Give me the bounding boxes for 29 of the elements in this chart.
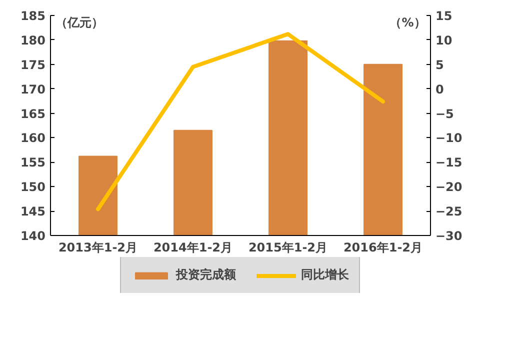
y2-axis-title: （%）	[390, 16, 426, 30]
x-tick-label: 2016年1-2月	[343, 240, 423, 254]
line-series	[96, 32, 385, 212]
y2-tick-label: −20	[436, 180, 462, 194]
y2-tick-label: 5	[436, 58, 444, 72]
x-tick-label: 2015年1-2月	[248, 240, 328, 254]
y-tick-label: 160	[20, 131, 46, 146]
y2-tick-label: 10	[436, 33, 452, 48]
x-tick-label: 2013年1-2月	[58, 240, 138, 254]
y-tick-label: 185	[20, 9, 46, 23]
y-tick-label: 170	[20, 82, 46, 96]
y-tick-label: 140	[20, 229, 46, 243]
y2-tick-label: 0	[436, 82, 444, 96]
y-tick-label: 175	[20, 58, 46, 72]
y-tick-label: 155	[20, 156, 46, 170]
legend-label: 投资完成额	[176, 266, 236, 284]
y2-tick-label: −25	[436, 204, 462, 219]
y2-tick-label: −5	[436, 106, 454, 121]
y-axis-title: （亿元）	[55, 16, 104, 30]
x-tick-label: 2014年1-2月	[153, 240, 233, 254]
y-tick-label: 145	[20, 204, 46, 219]
legend-label: 同比增长	[301, 266, 349, 284]
y2-tick-label: 15	[436, 9, 452, 23]
y-tick-label: 180	[20, 33, 46, 48]
y2-tick-label: −30	[436, 229, 462, 243]
y-tick-label: 150	[20, 180, 46, 194]
y2-tick-label: −15	[436, 156, 462, 170]
y-tick-label: 165	[20, 106, 46, 121]
y2-tick-label: −10	[436, 131, 462, 146]
